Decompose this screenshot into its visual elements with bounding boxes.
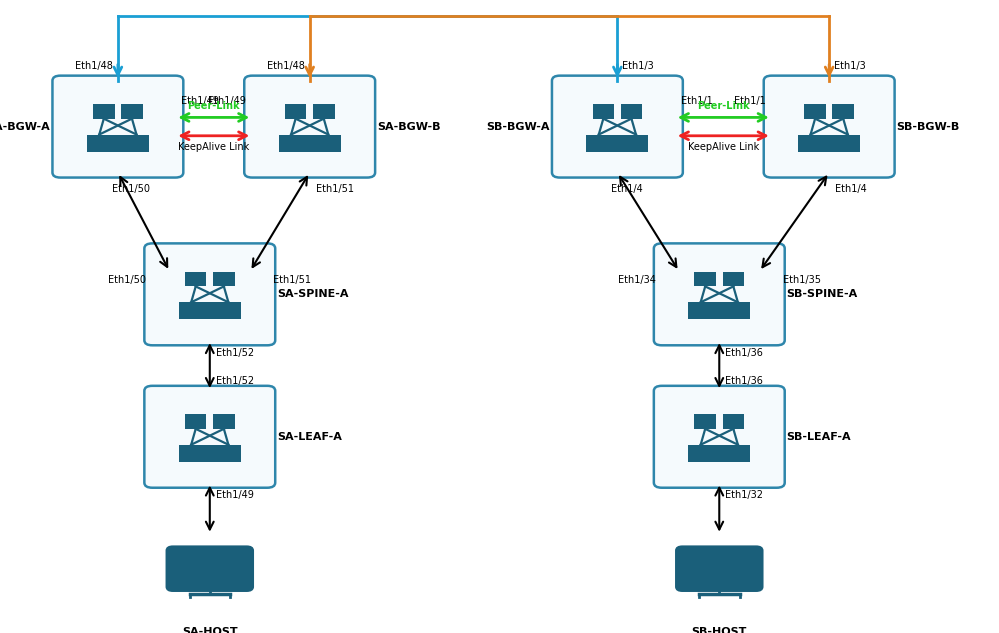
Text: Eth1/52: Eth1/52	[216, 348, 254, 358]
Text: Eth1/4: Eth1/4	[835, 184, 867, 194]
FancyBboxPatch shape	[52, 76, 184, 177]
FancyBboxPatch shape	[722, 272, 744, 286]
FancyBboxPatch shape	[213, 272, 235, 286]
Text: Eth1/36: Eth1/36	[725, 376, 763, 385]
Text: SB-BGW-A: SB-BGW-A	[487, 122, 549, 132]
Text: SB-LEAF-A: SB-LEAF-A	[787, 432, 851, 442]
Text: Eth1/36: Eth1/36	[725, 348, 763, 358]
Text: SA-LEAF-A: SA-LEAF-A	[278, 432, 342, 442]
FancyBboxPatch shape	[688, 303, 750, 320]
Text: KeepAlive Link: KeepAlive Link	[687, 142, 759, 152]
FancyBboxPatch shape	[313, 104, 335, 118]
Text: Eth1/1: Eth1/1	[734, 96, 765, 106]
FancyBboxPatch shape	[676, 547, 762, 591]
Text: SA-BGW-B: SA-BGW-B	[378, 122, 441, 132]
FancyBboxPatch shape	[179, 303, 241, 320]
FancyBboxPatch shape	[688, 445, 750, 462]
Text: Eth1/4: Eth1/4	[611, 184, 643, 194]
FancyBboxPatch shape	[551, 76, 683, 177]
FancyBboxPatch shape	[694, 272, 716, 286]
Text: Eth1/3: Eth1/3	[622, 61, 654, 71]
Text: Eth1/50: Eth1/50	[112, 184, 150, 194]
Text: Peer-Link: Peer-Link	[697, 101, 749, 111]
FancyBboxPatch shape	[653, 386, 785, 487]
FancyBboxPatch shape	[213, 415, 235, 429]
FancyBboxPatch shape	[87, 135, 149, 152]
FancyBboxPatch shape	[185, 272, 207, 286]
Text: Eth1/1: Eth1/1	[681, 96, 712, 106]
Text: SB-SPINE-A: SB-SPINE-A	[787, 289, 858, 299]
Text: SA-SPINE-A: SA-SPINE-A	[278, 289, 349, 299]
FancyBboxPatch shape	[763, 76, 895, 177]
FancyBboxPatch shape	[804, 104, 826, 118]
FancyBboxPatch shape	[694, 415, 716, 429]
Text: SA-BGW-A: SA-BGW-A	[0, 122, 50, 132]
FancyBboxPatch shape	[285, 104, 307, 118]
FancyBboxPatch shape	[121, 104, 143, 118]
Text: Eth1/48: Eth1/48	[267, 61, 305, 71]
FancyBboxPatch shape	[722, 415, 744, 429]
FancyBboxPatch shape	[653, 244, 785, 346]
FancyBboxPatch shape	[279, 135, 341, 152]
FancyBboxPatch shape	[144, 386, 275, 487]
Text: Eth1/34: Eth1/34	[618, 275, 655, 285]
Text: Eth1/51: Eth1/51	[316, 184, 354, 194]
Text: Eth1/48: Eth1/48	[75, 61, 113, 71]
FancyBboxPatch shape	[185, 415, 207, 429]
Text: SA-HOST: SA-HOST	[182, 627, 238, 633]
FancyBboxPatch shape	[832, 104, 854, 118]
Text: KeepAlive Link: KeepAlive Link	[178, 142, 250, 152]
FancyBboxPatch shape	[586, 135, 648, 152]
FancyBboxPatch shape	[144, 244, 275, 346]
Text: Eth1/49: Eth1/49	[209, 96, 246, 106]
Text: Eth1/51: Eth1/51	[274, 275, 312, 285]
FancyBboxPatch shape	[592, 104, 614, 118]
FancyBboxPatch shape	[93, 104, 115, 118]
Text: Eth1/35: Eth1/35	[783, 275, 821, 285]
FancyBboxPatch shape	[179, 445, 241, 462]
Text: Peer-Link: Peer-Link	[188, 101, 240, 111]
FancyBboxPatch shape	[620, 104, 642, 118]
Text: Eth1/3: Eth1/3	[834, 61, 866, 71]
FancyBboxPatch shape	[167, 547, 253, 591]
Text: Eth1/52: Eth1/52	[216, 376, 254, 385]
Text: Eth1/49: Eth1/49	[182, 96, 219, 106]
Text: SB-BGW-B: SB-BGW-B	[897, 122, 960, 132]
FancyBboxPatch shape	[244, 76, 376, 177]
Text: Eth1/49: Eth1/49	[216, 491, 254, 500]
FancyBboxPatch shape	[798, 135, 860, 152]
Text: Eth1/32: Eth1/32	[725, 491, 763, 500]
Text: SB-HOST: SB-HOST	[691, 627, 747, 633]
Text: Eth1/50: Eth1/50	[108, 275, 146, 285]
